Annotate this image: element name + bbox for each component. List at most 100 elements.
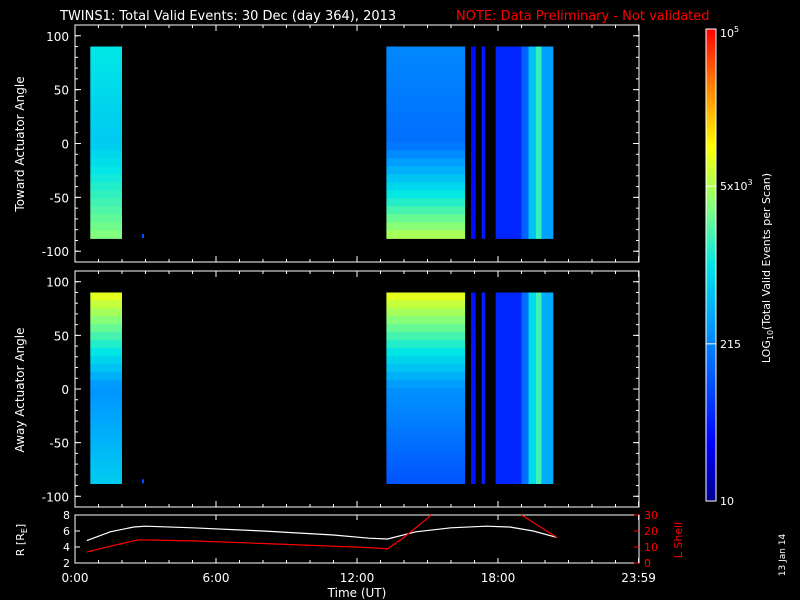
- middle-panel-frame: [74, 270, 640, 508]
- heatmap-cell: [495, 467, 522, 477]
- heatmap-cell: [528, 435, 536, 445]
- heatmap-cell: [528, 411, 536, 421]
- date-stamp: 13 Jan 14: [778, 533, 788, 576]
- heatmap-cell: [495, 70, 522, 80]
- middle-data-block: [471, 292, 476, 484]
- heatmap-cell: [386, 380, 466, 389]
- heatmap-cell: [521, 419, 529, 429]
- heatmap-cell: [535, 174, 542, 183]
- middle-isolated-point: [142, 479, 144, 484]
- heatmap-cell: [535, 94, 542, 104]
- heatmap-cell: [528, 182, 536, 191]
- heatmap-cell: [528, 300, 536, 309]
- heatmap-cell: [495, 340, 522, 349]
- heatmap-cell: [521, 324, 529, 333]
- heatmap-cell: [495, 142, 522, 151]
- heatmap-cell: [386, 427, 466, 437]
- heatmap-cell: [471, 62, 476, 72]
- heatmap-cell: [481, 118, 486, 128]
- heatmap-cell: [471, 435, 476, 445]
- heatmap-cell: [521, 222, 529, 231]
- heatmap-cell: [528, 467, 536, 477]
- heatmap-cell: [495, 292, 522, 302]
- heatmap-cell: [528, 78, 536, 88]
- heatmap-cell: [90, 102, 122, 112]
- heatmap-cell: [535, 214, 542, 223]
- middle-data-block: [521, 292, 529, 484]
- heatmap-cell: [535, 102, 542, 112]
- heatmap-cell: [495, 206, 522, 215]
- heatmap-cell: [541, 86, 554, 96]
- heatmap-cell: [495, 364, 522, 373]
- heatmap-cell: [495, 356, 522, 365]
- heatmap-cell: [386, 190, 466, 199]
- heatmap-cell: [481, 214, 486, 223]
- heatmap-cell: [535, 230, 542, 239]
- heatmap-cell: [521, 86, 529, 96]
- middle-data-block: [481, 292, 486, 484]
- heatmap-cell: [535, 182, 542, 191]
- heatmap-cell: [535, 110, 542, 120]
- heatmap-cell: [535, 158, 542, 167]
- top-data-block: [90, 46, 122, 239]
- heatmap-cell: [90, 94, 122, 104]
- heatmap-cell: [541, 300, 554, 309]
- top-data-block: [521, 46, 529, 239]
- heatmap-cell: [535, 387, 542, 397]
- heatmap-cell: [541, 198, 554, 207]
- colorbar-label: LOG10(Total Valid Events per Scan): [760, 173, 775, 363]
- heatmap-cell: [90, 198, 122, 207]
- heatmap-cell: [541, 348, 554, 357]
- heatmap-cell: [528, 86, 536, 96]
- heatmap-cell: [90, 332, 122, 341]
- heatmap-cell: [528, 174, 536, 183]
- heatmap-cell: [90, 348, 122, 357]
- heatmap-cell: [541, 182, 554, 191]
- heatmap-cell: [495, 182, 522, 191]
- heatmap-cell: [521, 46, 529, 56]
- heatmap-cell: [471, 403, 476, 413]
- heatmap-cell: [471, 182, 476, 191]
- heatmap-cell: [481, 46, 486, 56]
- heatmap-cell: [541, 222, 554, 231]
- heatmap-cell: [535, 86, 542, 96]
- orbit-ytick-label: 4: [63, 541, 70, 554]
- heatmap-cell: [521, 348, 529, 357]
- heatmap-cell: [471, 118, 476, 128]
- heatmap-cell: [471, 190, 476, 199]
- time-tick-label: 0:00: [62, 571, 89, 585]
- heatmap-cell: [528, 427, 536, 437]
- time-axis-label: Time (UT): [327, 586, 387, 600]
- top-data-block: [528, 46, 536, 239]
- heatmap-cell: [495, 46, 522, 56]
- heatmap-cell: [90, 387, 122, 397]
- heatmap-cell: [471, 86, 476, 96]
- heatmap-cell: [528, 348, 536, 357]
- heatmap-cell: [541, 451, 554, 461]
- colorbar-tick-exponent: 5: [734, 25, 739, 34]
- heatmap-cell: [495, 102, 522, 112]
- heatmap-cell: [541, 395, 554, 405]
- orbit-plot: 2 4 6 8 0 10 20 30 0:00 6:00 12:00 18:00 23:59: [62, 509, 658, 585]
- top-data-block: [471, 46, 476, 239]
- heatmap-cell: [528, 324, 536, 333]
- figure-title: TWINS1: Total Valid Events: 30 Dec (day …: [59, 9, 396, 24]
- heatmap-cell: [521, 126, 529, 135]
- heatmap-cell: [90, 403, 122, 413]
- heatmap-cell: [481, 190, 486, 199]
- colorbar-label-sub: 10: [766, 330, 775, 340]
- heatmap-cell: [495, 300, 522, 309]
- heatmap-cell: [521, 316, 529, 325]
- heatmap-cell: [471, 230, 476, 239]
- heatmap-cell: [90, 411, 122, 421]
- heatmap-cell: [386, 70, 466, 80]
- heatmap-cell: [495, 118, 522, 128]
- heatmap-cell: [90, 316, 122, 325]
- heatmap-cell: [495, 190, 522, 199]
- heatmap-cell: [386, 78, 466, 88]
- heatmap-cell: [528, 54, 536, 64]
- heatmap-cell: [521, 403, 529, 413]
- heatmap-cell: [386, 134, 466, 143]
- heatmap-cell: [481, 475, 486, 484]
